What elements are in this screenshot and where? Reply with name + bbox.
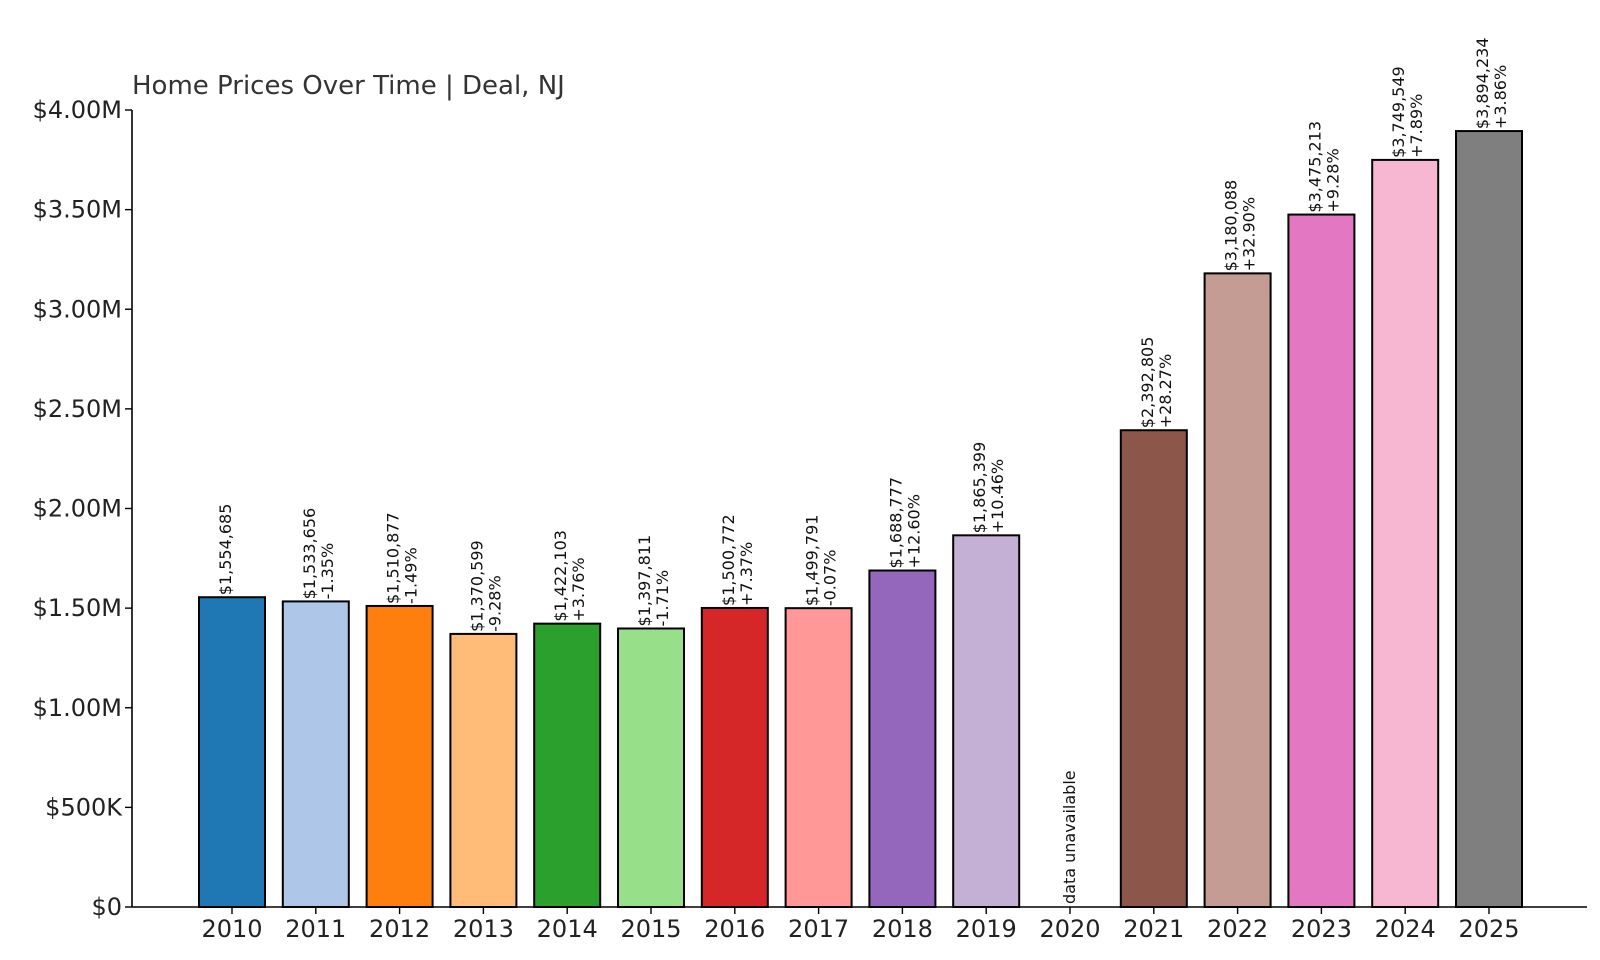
bar [449, 632, 518, 908]
y-tick-label: $4.00M [33, 96, 122, 124]
bar [700, 606, 769, 908]
y-tick-label: $2.00M [33, 495, 122, 523]
x-tick-label: 2016 [704, 915, 765, 943]
bar-value-label: $1,533,656-1.35% [300, 508, 337, 600]
bar-value-label: $3,894,234+3.86% [1473, 37, 1510, 129]
bar-value-label: $1,865,399+10.46% [970, 442, 1007, 534]
bar-change-label: -1.49% [402, 547, 421, 604]
bar-change-label: -1.35% [318, 543, 337, 600]
chart-title: Home Prices Over Time | Deal, NJ [132, 71, 565, 101]
x-tick-label: 2021 [1123, 915, 1184, 943]
x-tick-label: 2017 [788, 915, 849, 943]
x-tick-label: 2025 [1458, 915, 1519, 943]
bar [617, 627, 685, 908]
bar-price-label: $1,510,877 [384, 512, 403, 604]
x-tick-label: 2010 [201, 915, 262, 943]
bar-value-label: $1,370,599-9.28% [467, 540, 504, 632]
bar-price-label: $2,392,805 [1138, 337, 1157, 429]
y-tick-label: $1.00M [33, 694, 122, 722]
x-tick-label: 2023 [1291, 915, 1352, 943]
bar-change-label: +7.37% [737, 542, 756, 606]
bar-price-label: $1,865,399 [970, 442, 989, 534]
x-tick-label: 2022 [1207, 915, 1268, 943]
x-tick-label: 2024 [1375, 915, 1436, 943]
bar-price-label: $1,688,777 [886, 477, 905, 569]
bar [1119, 429, 1188, 908]
bar-price-label: $3,894,234 [1473, 37, 1492, 129]
y-tick-label: $3.50M [33, 196, 122, 224]
bar-value-label: $1,499,791-0.07% [803, 515, 840, 607]
y-tick-label: $2.50M [33, 395, 122, 423]
bar-change-label: +12.60% [904, 494, 923, 568]
missing-data-label: data unavailable [1060, 770, 1079, 904]
bar-value-label: $1,688,777+12.60% [886, 477, 923, 569]
bar [1455, 130, 1523, 909]
bar-change-label: -9.28% [485, 575, 504, 632]
bar-price-label: $3,475,213 [1305, 121, 1324, 213]
bar-change-label: -0.07% [821, 550, 840, 607]
bar [1203, 272, 1272, 908]
bar-price-label: $1,533,656 [300, 508, 319, 600]
bar-value-label: $1,510,877-1.49% [384, 512, 421, 604]
bar-change-label: +32.90% [1240, 197, 1259, 271]
bar-change-label: +10.46% [988, 459, 1007, 533]
y-tick-label: $3.00M [33, 295, 122, 323]
bar [198, 596, 266, 908]
bar-value-label: $3,749,549+7.89% [1389, 66, 1426, 158]
x-tick-label: 2020 [1039, 915, 1100, 943]
bar [868, 569, 937, 908]
bar-price-label: $3,180,088 [1222, 180, 1241, 272]
x-tick-label: 2019 [956, 915, 1017, 943]
bar [952, 534, 1021, 909]
bar-change-label: +3.76% [569, 557, 588, 621]
bar-change-label: +28.27% [1156, 354, 1175, 428]
x-tick-label: 2015 [620, 915, 681, 943]
y-tick-label: $1.50M [33, 594, 122, 622]
bar [281, 600, 350, 909]
bar [1287, 213, 1356, 909]
bar-value-label: $3,475,213+9.28% [1305, 121, 1342, 213]
bar-value-label: $1,500,772+7.37% [719, 514, 756, 606]
y-tick-label: $0 [91, 893, 122, 921]
y-tick-label: $500K [45, 793, 123, 821]
x-tick-label: 2011 [285, 915, 346, 943]
x-tick-label: 2013 [453, 915, 514, 943]
bar-price-label: $1,554,685 [216, 504, 235, 596]
x-tick-label: 2018 [872, 915, 933, 943]
bar-price-label: $1,397,811 [635, 535, 654, 627]
bar [365, 604, 434, 908]
bar-price-label: $1,422,103 [551, 530, 570, 622]
bar-value-label: $1,554,685 [216, 504, 235, 596]
bar-value-label: $3,180,088+32.90% [1222, 180, 1259, 272]
bar-price-label: $1,500,772 [719, 514, 738, 606]
bar-value-label: $1,422,103+3.76% [551, 530, 588, 622]
bar-change-label: -1.71% [653, 570, 672, 627]
bar [1371, 158, 1440, 909]
bar [533, 622, 602, 909]
x-tick-label: 2012 [369, 915, 430, 943]
bar-change-label: +7.89% [1407, 94, 1426, 158]
bar-price-label: $1,499,791 [803, 515, 822, 607]
bar-price-label: $3,749,549 [1389, 66, 1408, 158]
bar-change-label: +3.86% [1491, 65, 1510, 129]
bar-price-label: $1,370,599 [467, 540, 486, 632]
bar-value-label: $2,392,805+28.27% [1138, 337, 1175, 429]
bar-change-label: +9.28% [1323, 148, 1342, 212]
plot-area: $0 $500K $1.00M $1.50M $2.00M $2.50M $3.00M $3.… [33, 37, 1587, 943]
bar-value-label: $1,397,811-1.71% [635, 535, 672, 627]
x-tick-label: 2014 [537, 915, 598, 943]
bar [784, 607, 853, 908]
